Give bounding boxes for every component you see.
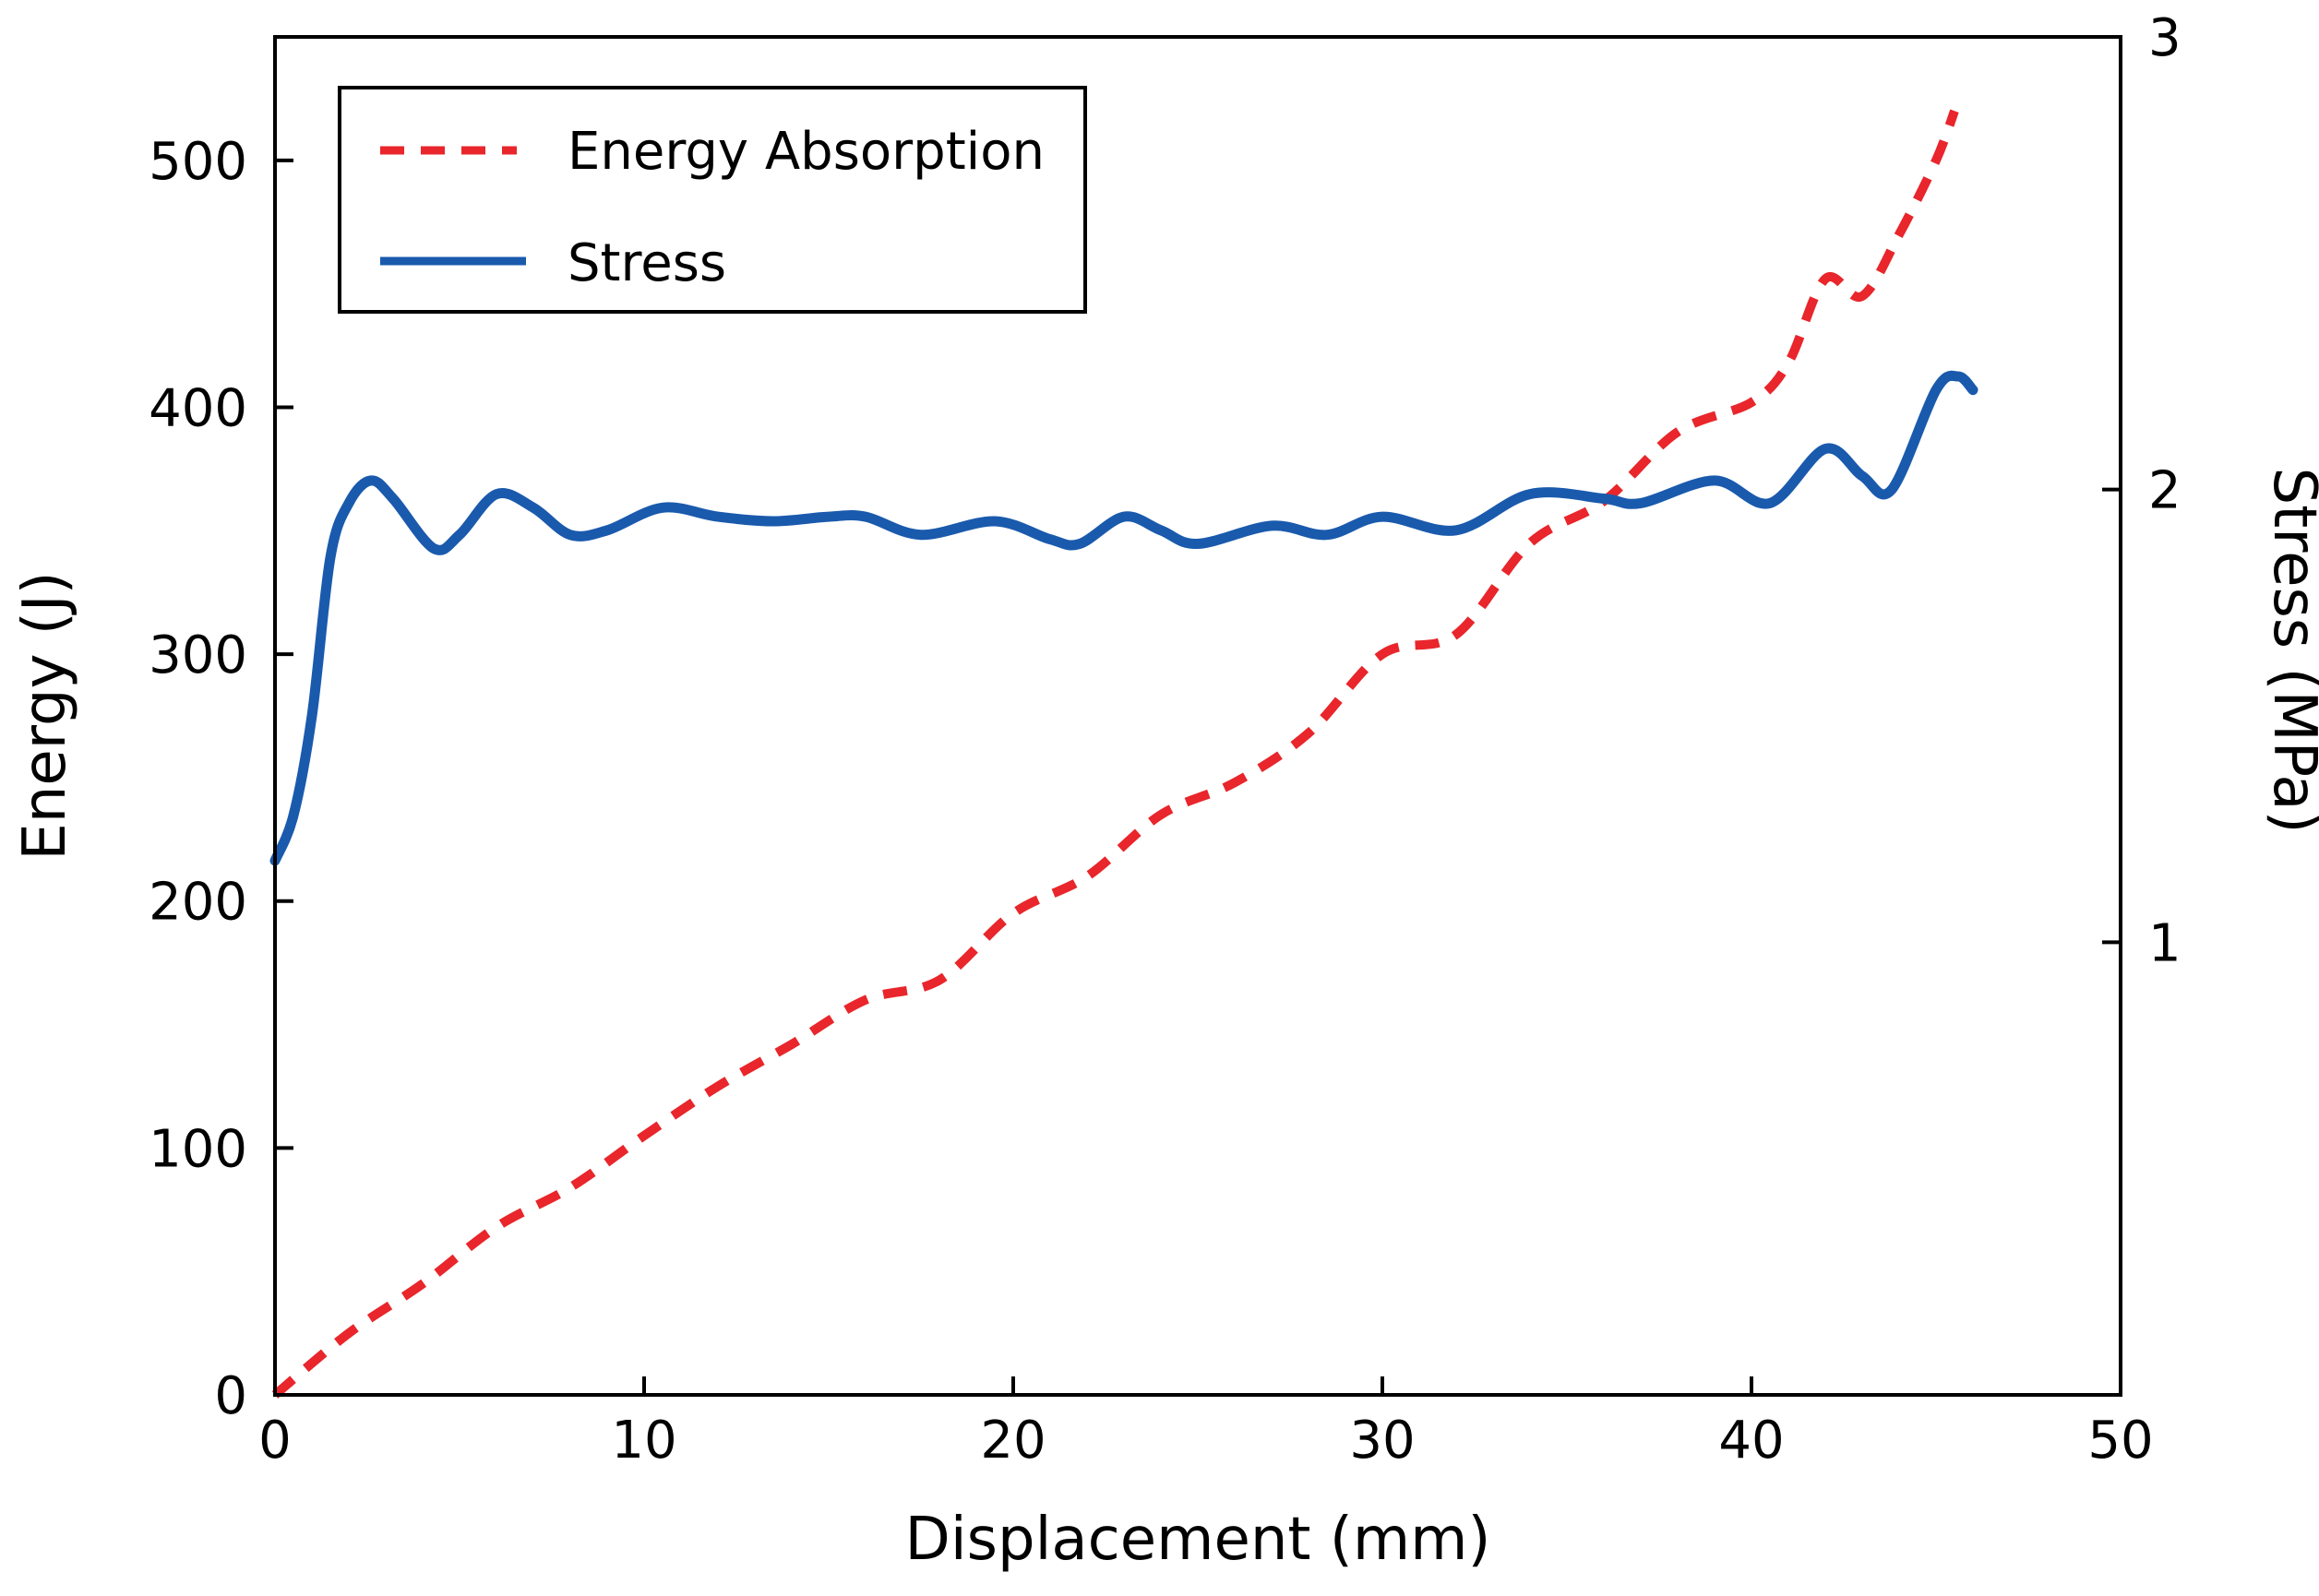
plot-frame [273,35,2122,1397]
legend: Energy Absorption Stress [338,86,1087,314]
y2-tick-label: 1 [2148,913,2182,973]
x-tick-label: 0 [258,1411,292,1471]
legend-label-stress: Stress [568,233,726,293]
series-line-energy-absorption [271,109,1959,1399]
legend-label-energy-absorption: Energy Absorption [568,122,1045,182]
x-tick-label: 30 [1349,1411,1415,1471]
y2-axis-title: Stress (MPa) [2260,467,2319,833]
x-tick-label: 20 [980,1411,1046,1471]
y2-tick-label: 3 [2148,8,2182,68]
y-axis-title: Energy (J) [11,571,79,860]
y-tick-label: 0 [214,1366,247,1426]
legend-box [338,86,1087,314]
x-tick-label: 40 [1718,1411,1784,1471]
y-tick-label: 200 [149,873,247,933]
y-tick-label: 400 [149,378,247,438]
series-line-stress [269,370,1978,866]
y-tick-label: 500 [149,132,247,192]
x-tick-label: 50 [2087,1411,2153,1471]
y2-tick-label: 2 [2148,461,2182,521]
y-tick-label: 100 [149,1119,247,1179]
x-axis-title: Displacement (mm) [905,1506,1491,1574]
y-tick-label: 300 [149,625,247,685]
x-tick-label: 10 [611,1411,676,1471]
